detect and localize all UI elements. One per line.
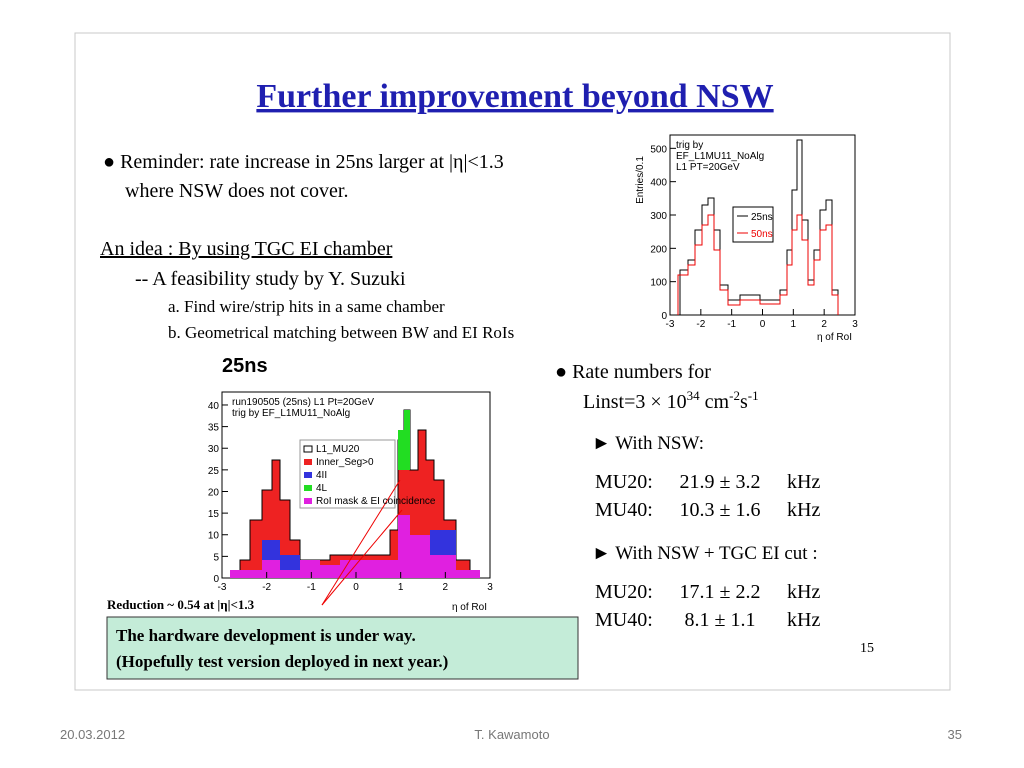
y-tick-label: 10 xyxy=(208,531,220,542)
x-tick-label: 3 xyxy=(487,582,493,593)
rate-cell: kHz xyxy=(787,609,820,631)
y-tick-label: 20 xyxy=(208,487,220,498)
note: (Hopefully test version deployed in next… xyxy=(116,652,448,671)
plot-info: L1 PT=20GeV xyxy=(676,162,740,173)
legend-swatch xyxy=(304,498,312,504)
legend-swatch xyxy=(304,472,312,478)
legend-label: RoI mask & EI coincidence xyxy=(316,496,436,507)
text: cm xyxy=(700,391,730,413)
x-tick-label: -1 xyxy=(727,319,736,330)
rate-cell: MU20: xyxy=(595,471,653,493)
step: b. Geometrical matching between BW and E… xyxy=(168,323,514,342)
legend-swatch xyxy=(304,485,312,491)
sup: 34 xyxy=(687,388,701,403)
luminosity: Linst=3 × 1034 cm-2s-1 xyxy=(583,388,759,413)
note-box xyxy=(106,616,579,680)
legend-box xyxy=(299,439,396,509)
rate-cell: MU40: xyxy=(595,609,653,631)
bullet: where NSW does not cover. xyxy=(125,180,348,202)
x-tick-label: -3 xyxy=(666,319,675,330)
plot-info: trig by xyxy=(676,140,703,151)
rate-cell: kHz xyxy=(787,581,820,603)
rate-cell: MU20: xyxy=(595,581,653,603)
y-tick-label: 500 xyxy=(650,144,667,155)
histogram-50ns xyxy=(677,214,839,315)
histogram xyxy=(230,515,480,578)
legend-label: 4L xyxy=(316,483,328,494)
footer-author: T. Kawamoto xyxy=(474,727,549,742)
arrow xyxy=(321,479,401,606)
legend-label: 25ns xyxy=(751,212,773,223)
legend-swatch xyxy=(303,445,313,453)
x-axis-label: η of RoI xyxy=(452,602,487,613)
footer-date: 20.03.2012 xyxy=(60,727,125,742)
legend-label: Inner_Seg>0 xyxy=(316,457,374,468)
y-tick-label: 15 xyxy=(208,509,220,520)
x-tick-label: 2 xyxy=(443,582,449,593)
legend-box xyxy=(732,206,774,243)
y-tick-label: 30 xyxy=(208,444,220,455)
step: a. Find wire/strip hits in a same chambe… xyxy=(168,297,445,316)
footer-number: 35 xyxy=(948,727,962,742)
rate-cell: 8.1 ± 1.1 xyxy=(685,609,756,631)
plot-info: run190505 (25ns) L1 Pt=20GeV xyxy=(232,397,374,408)
x-tick-label: 1 xyxy=(791,319,797,330)
text: Linst=3 × 10 xyxy=(583,391,687,413)
y-tick-label: 0 xyxy=(213,574,219,585)
page: 15 xyxy=(860,641,874,656)
rate-cell: 21.9 ± 3.2 xyxy=(680,471,761,493)
y-tick-label: 35 xyxy=(208,423,220,434)
y-tick-label: 40 xyxy=(208,401,220,412)
y-tick-label: 100 xyxy=(650,278,667,289)
x-tick-label: 0 xyxy=(353,582,359,593)
legend-label: L1_MU20 xyxy=(316,444,360,455)
legend-swatch xyxy=(304,459,312,465)
note: The hardware development is under way. xyxy=(116,626,416,645)
rate-cell: MU40: xyxy=(595,499,653,521)
y-tick-label: 5 xyxy=(213,552,219,563)
plot-info: EF_L1MU11_NoAlg xyxy=(676,151,764,162)
reduction: Reduction ~ 0.54 at |η|<1.3 xyxy=(107,597,255,612)
x-tick-label: -1 xyxy=(307,582,316,593)
legend-label: 4II xyxy=(316,470,327,481)
text: s xyxy=(740,391,748,413)
title: Further improvement beyond NSW xyxy=(256,78,773,115)
study: -- A feasibility study by Y. Suzuki xyxy=(135,268,406,290)
histogram xyxy=(398,410,410,515)
subhead: ► With NSW + TGC EI cut : xyxy=(592,543,818,564)
subhead: ► With NSW: xyxy=(592,433,704,454)
y-axis-label: Entries/0.1 xyxy=(635,156,646,204)
rate-cell: kHz xyxy=(787,471,820,493)
plot-info: trig by EF_L1MU11_NoAlg xyxy=(232,408,350,419)
x-tick-label: -2 xyxy=(696,319,705,330)
y-tick-label: 300 xyxy=(650,211,667,222)
x-tick-label: 2 xyxy=(821,319,827,330)
y-tick-label: 0 xyxy=(661,311,667,322)
plot xyxy=(221,391,491,579)
arrow xyxy=(321,509,403,606)
y-tick-label: 200 xyxy=(650,244,667,255)
rate-cell: 10.3 ± 1.6 xyxy=(680,499,761,521)
sup: -1 xyxy=(748,388,759,403)
x-tick-label: 1 xyxy=(398,582,404,593)
rate-head: ● Rate numbers for xyxy=(555,361,711,383)
rate-cell: kHz xyxy=(787,499,820,521)
rate-cell: 17.1 ± 2.2 xyxy=(680,581,761,603)
idea: An idea : By using TGC EI chamber xyxy=(100,238,393,260)
x-tick-label: -2 xyxy=(262,582,271,593)
plot-title: 25ns xyxy=(222,355,268,377)
bullet: ● Reminder: rate increase in 25ns larger… xyxy=(103,151,504,173)
x-tick-label: -3 xyxy=(218,582,227,593)
x-tick-label: 3 xyxy=(852,319,858,330)
sup: -2 xyxy=(729,388,740,403)
plot xyxy=(669,134,856,316)
y-tick-label: 25 xyxy=(208,466,220,477)
x-tick-label: 0 xyxy=(760,319,766,330)
y-tick-label: 400 xyxy=(650,178,667,189)
legend-label: 50ns xyxy=(751,229,773,240)
x-axis-label: η of RoI xyxy=(817,332,852,343)
